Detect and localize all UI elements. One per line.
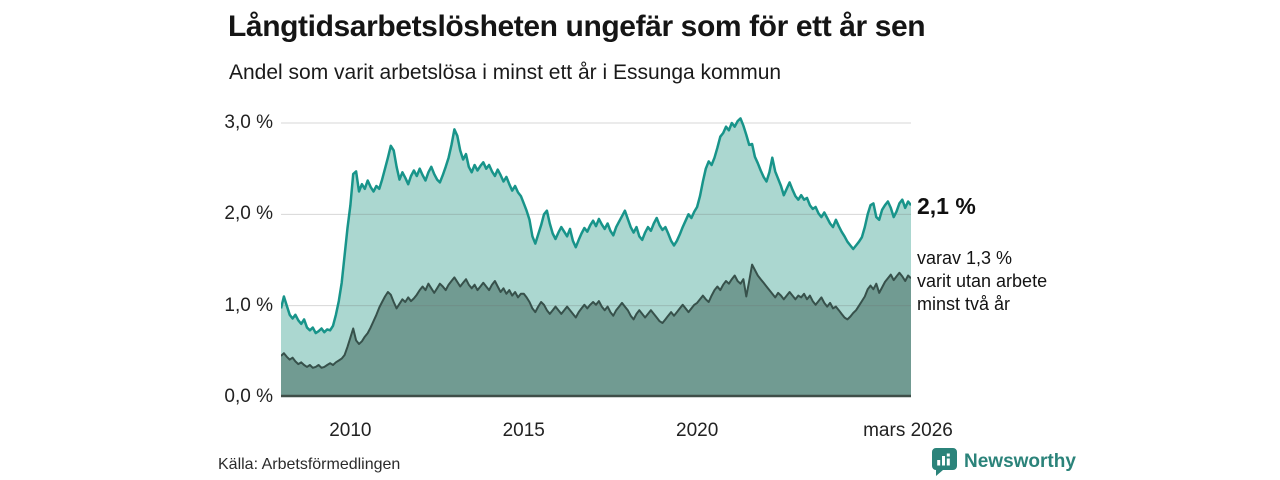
- x-tick-label: 2020: [676, 420, 719, 441]
- series-end-label-total: 2,1 %: [917, 193, 976, 219]
- newsworthy-wordmark: Newsworthy: [964, 451, 1076, 472]
- subset-label-line1: varav 1,3 %: [917, 248, 1013, 268]
- source-note: Källa: Arbetsförmedlingen: [218, 456, 401, 473]
- series-line-0: [281, 117, 911, 335]
- area-chart: [281, 117, 911, 398]
- page-subtitle: Andel som varit arbetslösa i minst ett å…: [229, 61, 782, 84]
- newsworthy-chart-bubble-icon: [932, 448, 957, 476]
- series-fill-1: [281, 264, 911, 397]
- subset-label-line3: minst två år: [917, 294, 1011, 314]
- y-tick-label: 3,0 %: [224, 112, 273, 133]
- y-tick-label: 1,0 %: [224, 294, 273, 316]
- x-tick-label: mars 2026: [863, 420, 953, 441]
- subset-label-line2: varit utan arbete: [917, 271, 1048, 291]
- y-tick-label: 2,0 %: [224, 203, 273, 225]
- y-tick-label: 0,0 %: [224, 386, 273, 407]
- series-end-label-subset: varav 1,3 % varit utan arbete minst två …: [917, 247, 1047, 316]
- newsworthy-logo[interactable]: Newsworthy: [932, 448, 1076, 476]
- x-tick-label: 2010: [329, 420, 372, 441]
- x-tick-label: 2015: [502, 420, 545, 441]
- page-title: Långtidsarbetslösheten ungefär som för e…: [228, 10, 926, 43]
- series-line-1: [281, 263, 911, 369]
